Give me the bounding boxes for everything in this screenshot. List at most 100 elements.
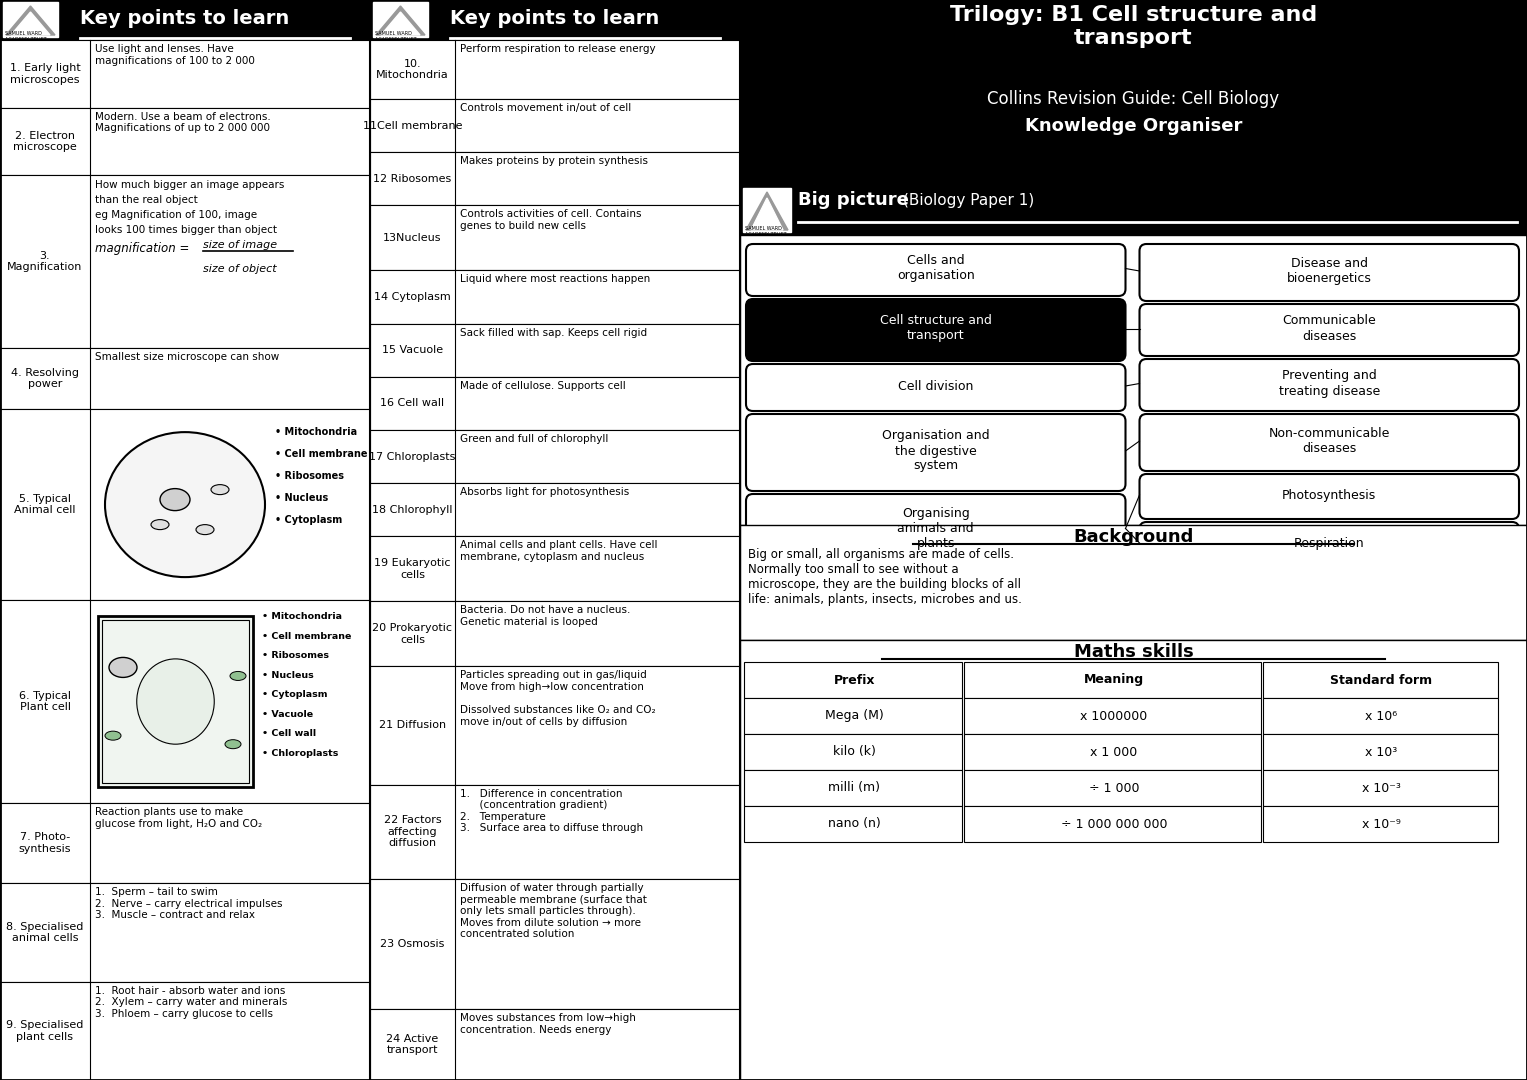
Text: 1. Early light
microscopes: 1. Early light microscopes — [9, 63, 81, 84]
FancyBboxPatch shape — [1139, 474, 1519, 519]
FancyBboxPatch shape — [747, 299, 1125, 361]
Text: 2. Electron
microscope: 2. Electron microscope — [14, 131, 76, 152]
Ellipse shape — [137, 659, 214, 744]
Text: Modern. Use a beam of electrons.
Magnifications of up to 2 000 000: Modern. Use a beam of electrons. Magnifi… — [95, 111, 270, 133]
Bar — [744, 662, 962, 698]
Text: • Cytoplasm: • Cytoplasm — [275, 515, 342, 525]
Ellipse shape — [231, 672, 246, 680]
Bar — [741, 525, 1527, 640]
Bar — [0, 175, 370, 348]
Text: size of object: size of object — [203, 265, 276, 274]
Text: milli (m): milli (m) — [828, 782, 880, 795]
Bar — [370, 40, 741, 99]
Text: Communicable
diseases: Communicable diseases — [1283, 314, 1376, 342]
Bar — [0, 108, 370, 175]
Text: • Nucleus: • Nucleus — [275, 494, 328, 503]
Bar — [1263, 662, 1498, 698]
Text: 7. Photo-
synthesis: 7. Photo- synthesis — [18, 833, 72, 854]
Text: • Cytoplasm: • Cytoplasm — [263, 690, 327, 699]
Text: SAMUEL WARD
ACADEMY TRUST: SAMUEL WARD ACADEMY TRUST — [745, 226, 786, 237]
Text: Meaning: Meaning — [1084, 674, 1144, 687]
Bar — [370, 602, 741, 666]
Text: Organisation and
the digestive
system: Organisation and the digestive system — [883, 430, 989, 473]
Text: Big picture: Big picture — [799, 191, 915, 210]
Text: x 10³: x 10³ — [1365, 745, 1397, 758]
Text: • Mitochondria: • Mitochondria — [275, 428, 357, 437]
Bar — [744, 698, 962, 734]
Text: • Chloroplasts: • Chloroplasts — [263, 748, 339, 757]
Text: 1.   Difference in concentration
      (concentration gradient)
2.   Temperature: 1. Difference in concentration (concentr… — [460, 788, 643, 834]
Bar — [744, 806, 962, 842]
Text: Use light and lenses. Have
magnifications of 100 to 2 000: Use light and lenses. Have magnification… — [95, 44, 255, 66]
Text: 19 Eukaryotic
cells: 19 Eukaryotic cells — [374, 558, 450, 580]
Text: nano (n): nano (n) — [828, 818, 881, 831]
Text: (Biology Paper 1): (Biology Paper 1) — [902, 192, 1034, 207]
Bar — [965, 698, 1261, 734]
Text: 13Nucleus: 13Nucleus — [383, 233, 441, 243]
Text: Cell structure and
transport: Cell structure and transport — [880, 314, 991, 342]
Text: • Ribosomes: • Ribosomes — [263, 651, 328, 660]
Text: 4. Resolving
power: 4. Resolving power — [11, 367, 79, 389]
Text: Big or small, all organisms are made of cells.
Normally too small to see without: Big or small, all organisms are made of … — [748, 548, 1022, 606]
Text: looks 100 times bigger than object: looks 100 times bigger than object — [95, 226, 276, 235]
Text: 8. Specialised
animal cells: 8. Specialised animal cells — [6, 921, 84, 943]
Bar — [370, 483, 741, 537]
FancyBboxPatch shape — [747, 414, 1125, 491]
Bar — [98, 617, 253, 787]
Bar — [965, 662, 1261, 698]
Text: x 1 000: x 1 000 — [1090, 745, 1138, 758]
Ellipse shape — [195, 525, 214, 535]
Text: Preventing and
treating disease: Preventing and treating disease — [1278, 369, 1380, 397]
Text: • Cell membrane: • Cell membrane — [263, 632, 351, 640]
Bar — [370, 205, 741, 270]
Bar — [0, 40, 370, 108]
Text: SAMUEL WARD
ACADEMY TRUST: SAMUEL WARD ACADEMY TRUST — [376, 31, 417, 42]
Bar — [965, 770, 1261, 806]
Polygon shape — [376, 6, 425, 35]
Bar — [741, 185, 1527, 235]
Text: Prefix: Prefix — [834, 674, 875, 687]
Text: 5. Typical
Animal cell: 5. Typical Animal cell — [14, 494, 76, 515]
Text: Key points to learn: Key points to learn — [81, 9, 290, 27]
Bar — [0, 348, 370, 409]
Text: than the real object: than the real object — [95, 195, 199, 205]
Text: Sack filled with sap. Keeps cell rigid: Sack filled with sap. Keeps cell rigid — [460, 327, 647, 338]
Bar — [370, 0, 741, 40]
Text: Cells and
organisation: Cells and organisation — [896, 255, 974, 283]
Text: Respiration: Respiration — [1293, 537, 1365, 550]
Text: kilo (k): kilo (k) — [832, 745, 875, 758]
Bar — [370, 99, 741, 152]
Text: x 10⁻⁹: x 10⁻⁹ — [1362, 818, 1400, 831]
Ellipse shape — [224, 740, 241, 748]
Text: Particles spreading out in gas/liquid
Move from high→low concentration

Dissolve: Particles spreading out in gas/liquid Mo… — [460, 671, 655, 727]
Text: Knowledge Organiser: Knowledge Organiser — [1025, 117, 1241, 135]
Text: Collins Revision Guide: Cell Biology: Collins Revision Guide: Cell Biology — [988, 90, 1280, 108]
Bar — [0, 0, 370, 40]
Text: Moves substances from low→high
concentration. Needs energy: Moves substances from low→high concentra… — [460, 1013, 635, 1035]
Text: 6. Typical
Plant cell: 6. Typical Plant cell — [18, 691, 70, 713]
Text: 23 Osmosis: 23 Osmosis — [380, 940, 444, 949]
Text: 15 Vacuole: 15 Vacuole — [382, 346, 443, 355]
Text: • Nucleus: • Nucleus — [263, 671, 313, 679]
Text: Mega (M): Mega (M) — [825, 710, 884, 723]
Text: Photosynthesis: Photosynthesis — [1283, 488, 1376, 501]
Bar — [0, 409, 370, 600]
Bar — [370, 666, 741, 784]
Text: size of image: size of image — [203, 241, 276, 251]
Text: Smallest size microscope can show: Smallest size microscope can show — [95, 352, 279, 362]
Bar — [744, 734, 962, 770]
Text: • Mitochondria: • Mitochondria — [263, 612, 342, 621]
Text: Perform respiration to release energy: Perform respiration to release energy — [460, 44, 655, 54]
Ellipse shape — [105, 432, 266, 577]
Text: 10.
Mitochondria: 10. Mitochondria — [376, 58, 449, 80]
Bar — [965, 806, 1261, 842]
Bar — [373, 2, 428, 37]
Text: 9. Specialised
plant cells: 9. Specialised plant cells — [6, 1020, 84, 1041]
Text: x 10⁻³: x 10⁻³ — [1362, 782, 1400, 795]
Text: 1.  Root hair - absorb water and ions
2.  Xylem – carry water and minerals
3.  P: 1. Root hair - absorb water and ions 2. … — [95, 986, 287, 1018]
Ellipse shape — [105, 731, 121, 740]
Bar — [370, 324, 741, 377]
Text: x 10⁶: x 10⁶ — [1365, 710, 1397, 723]
Bar — [1263, 806, 1498, 842]
Text: Organising
animals and
plants: Organising animals and plants — [898, 507, 974, 550]
